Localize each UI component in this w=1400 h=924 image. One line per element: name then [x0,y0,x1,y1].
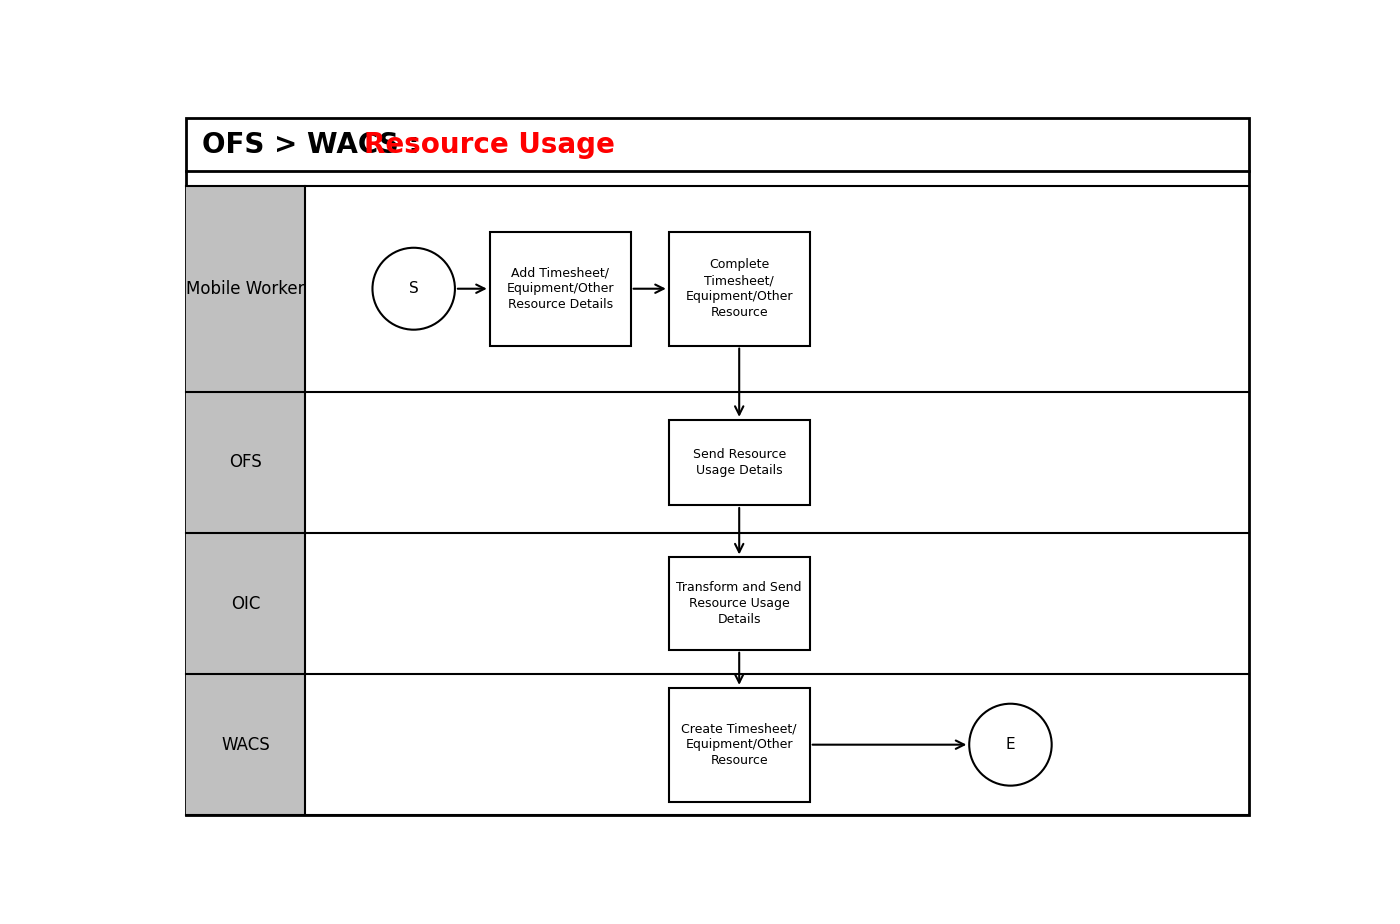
Bar [669,232,809,346]
Text: WACS: WACS [221,736,270,754]
Bar [186,675,305,815]
Text: OFS: OFS [230,454,262,471]
Text: Complete
Timesheet/
Equipment/Other
Resource: Complete Timesheet/ Equipment/Other Reso… [686,258,792,319]
Text: Resource Usage: Resource Usage [364,130,615,159]
Text: Mobile Worker: Mobile Worker [186,280,305,298]
Text: OFS > WACS :: OFS > WACS : [202,130,430,159]
Ellipse shape [372,248,455,330]
Text: Create Timesheet/
Equipment/Other
Resource: Create Timesheet/ Equipment/Other Resour… [682,723,797,767]
Bar [669,687,809,802]
Ellipse shape [969,704,1051,785]
Bar [669,419,809,505]
Text: Send Resource
Usage Details: Send Resource Usage Details [693,448,785,477]
Text: Transform and Send
Resource Usage
Details: Transform and Send Resource Usage Detail… [676,581,802,626]
Bar [669,557,809,650]
Text: OIC: OIC [231,594,260,613]
Bar [186,533,305,675]
Text: S: S [409,281,419,297]
Text: E: E [1005,737,1015,752]
Bar [186,392,305,533]
Bar [186,186,305,392]
Text: Add Timesheet/
Equipment/Other
Resource Details: Add Timesheet/ Equipment/Other Resource … [507,266,615,311]
Bar [490,232,630,346]
